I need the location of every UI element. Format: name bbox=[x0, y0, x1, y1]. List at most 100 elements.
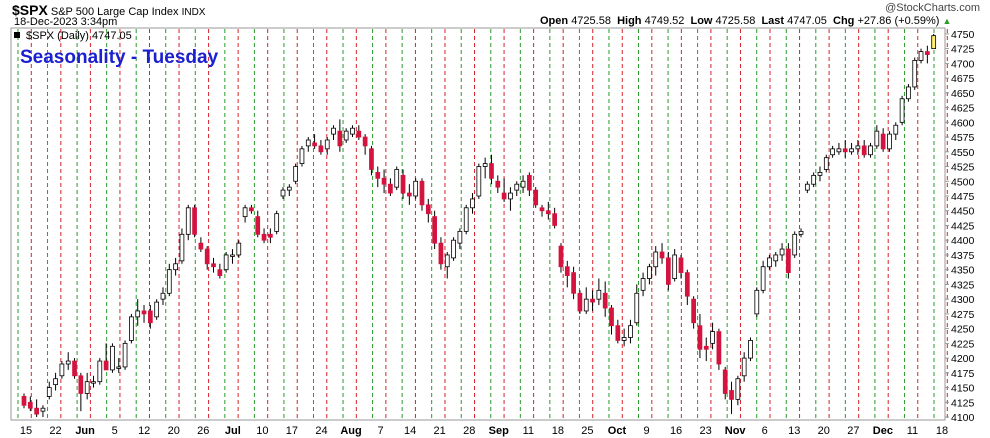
y-tick-label: 4425 bbox=[951, 220, 975, 232]
candle-body bbox=[823, 157, 829, 170]
candle-body bbox=[817, 172, 823, 176]
candle-body bbox=[451, 239, 456, 259]
candle-body bbox=[514, 183, 520, 191]
y-tick-label: 4525 bbox=[951, 162, 975, 174]
low-label: Low bbox=[690, 15, 713, 27]
candle-body bbox=[432, 216, 437, 244]
candle-body bbox=[444, 254, 450, 268]
candle-body bbox=[577, 292, 583, 312]
chg-label: Chg bbox=[833, 15, 855, 27]
candle-body bbox=[861, 145, 867, 156]
candle-body bbox=[710, 331, 715, 344]
x-tick-label: 13 bbox=[788, 425, 800, 437]
candle-body bbox=[659, 251, 665, 259]
candle-body bbox=[697, 325, 703, 350]
ohlc-line: Open 4725.58 High 4749.52 Low 4725.58 La… bbox=[540, 15, 951, 27]
candle-body bbox=[27, 401, 33, 409]
candle-body bbox=[798, 230, 804, 235]
x-tick-label: 23 bbox=[699, 425, 711, 437]
candle-body bbox=[628, 325, 633, 338]
candle-body bbox=[350, 127, 355, 135]
y-tick-label: 4300 bbox=[951, 294, 975, 306]
y-tick-label: 4650 bbox=[951, 88, 975, 100]
candle-body bbox=[406, 192, 412, 197]
candle-body bbox=[438, 242, 444, 265]
y-tick-label: 4200 bbox=[951, 353, 975, 365]
candle-body bbox=[147, 310, 153, 324]
candle-body bbox=[331, 127, 336, 135]
candle-body bbox=[602, 292, 608, 309]
candle-body bbox=[773, 254, 779, 262]
candle-body bbox=[369, 148, 374, 170]
x-tick-label: 16 bbox=[670, 425, 682, 437]
x-tick-label: Jul bbox=[225, 425, 241, 437]
candle-body bbox=[375, 172, 381, 179]
candle-body bbox=[356, 130, 362, 138]
chart-title: Seasonality - Tuesday bbox=[20, 47, 219, 68]
candle-body bbox=[615, 325, 621, 341]
legend-label: $SPX (Daily) 4747.05 bbox=[26, 30, 132, 42]
x-tick-label: 17 bbox=[286, 425, 298, 437]
x-tick-label: 15 bbox=[20, 425, 32, 437]
candle-body bbox=[754, 289, 760, 315]
candle-body bbox=[59, 363, 65, 377]
candle-body bbox=[211, 263, 216, 268]
last-value: 4747.05 bbox=[787, 15, 827, 27]
x-tick-label: Jun bbox=[75, 425, 95, 437]
candle-body bbox=[912, 60, 918, 88]
y-tick-label: 4550 bbox=[951, 147, 975, 159]
x-tick-label: 5 bbox=[112, 425, 118, 437]
candle-body bbox=[640, 278, 646, 291]
y-tick-label: 4225 bbox=[951, 338, 975, 350]
candle-body bbox=[520, 180, 526, 188]
candle-body bbox=[621, 337, 627, 341]
high-value: 4749.52 bbox=[644, 15, 685, 27]
candle-body bbox=[394, 169, 400, 188]
candle-body bbox=[457, 230, 463, 244]
candle-body bbox=[684, 272, 690, 297]
candle-body bbox=[703, 345, 709, 350]
candle-body bbox=[40, 407, 46, 412]
watermark: @StockCharts.com bbox=[885, 2, 980, 14]
candle-body bbox=[160, 292, 166, 300]
candle-body bbox=[286, 186, 292, 191]
y-tick-label: 4475 bbox=[951, 191, 975, 203]
x-tick-label: 18 bbox=[936, 425, 948, 437]
candle-body bbox=[179, 233, 185, 262]
open-label: Open bbox=[540, 15, 569, 27]
candle-body bbox=[918, 51, 924, 61]
candle-body bbox=[154, 301, 160, 318]
candle-body bbox=[343, 130, 349, 141]
candle-body bbox=[280, 189, 286, 197]
candle-body bbox=[34, 407, 39, 415]
x-tick-label: 6 bbox=[762, 425, 768, 437]
candle-body bbox=[72, 360, 77, 377]
index-name: S&P 500 Large Cap Index bbox=[50, 6, 179, 18]
candle-body bbox=[495, 180, 501, 188]
x-tick-label: 20 bbox=[168, 425, 180, 437]
candle-body bbox=[261, 233, 267, 241]
candle-body bbox=[141, 310, 147, 315]
candle-body bbox=[735, 378, 741, 400]
candle-body bbox=[811, 174, 817, 185]
x-tick-label: 9 bbox=[643, 425, 649, 437]
candle-body bbox=[482, 163, 488, 167]
candle-body bbox=[242, 207, 248, 218]
candle-body bbox=[666, 257, 671, 285]
last-label: Last bbox=[761, 15, 785, 27]
candle-body bbox=[533, 189, 539, 206]
candle-body bbox=[470, 198, 475, 209]
x-tick-label: Oct bbox=[608, 425, 627, 437]
candle-body bbox=[571, 272, 576, 294]
legend-swatch bbox=[14, 32, 20, 38]
candle-body bbox=[855, 145, 861, 150]
x-tick-label: 18 bbox=[552, 425, 564, 437]
candle-body bbox=[78, 375, 84, 394]
x-tick-label: Aug bbox=[340, 425, 361, 437]
candle-body bbox=[545, 210, 551, 215]
candle-body bbox=[388, 183, 393, 194]
candle-body bbox=[558, 245, 564, 268]
candle-body bbox=[274, 213, 280, 232]
candle-body bbox=[590, 298, 595, 303]
